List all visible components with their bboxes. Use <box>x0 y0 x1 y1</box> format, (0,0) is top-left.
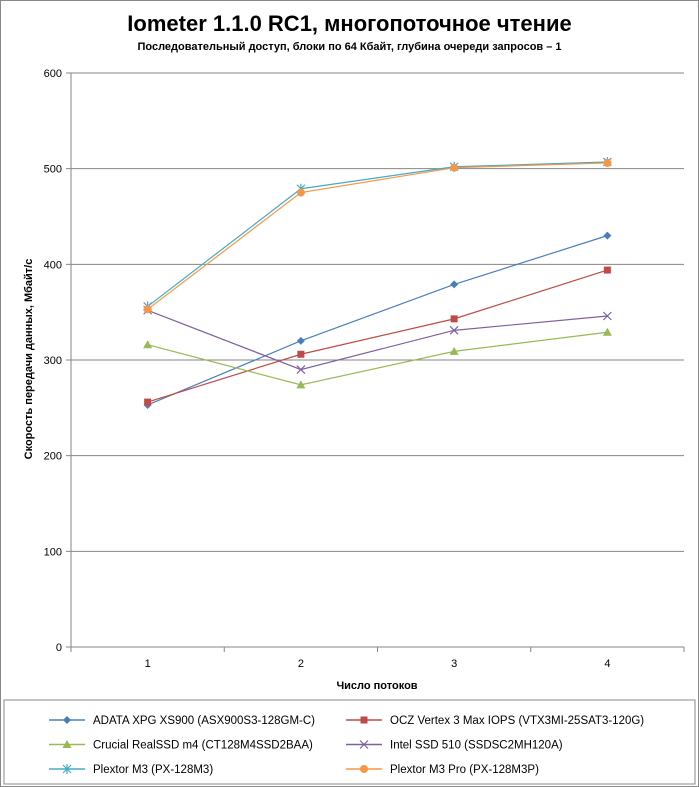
circle-marker <box>450 163 459 172</box>
diamond-marker <box>296 336 305 345</box>
series-line <box>147 162 608 310</box>
square-marker <box>144 398 152 406</box>
diamond-marker <box>63 716 71 724</box>
y-tick-label: 200 <box>44 451 62 463</box>
legend-item: Intel SSD 510 (SSDSC2MH120A) <box>346 740 563 752</box>
y-tick-label: 400 <box>44 259 62 271</box>
triangle-marker <box>449 346 459 355</box>
y-axis-label: Скорость передачи данных, Мбайт/с <box>23 259 35 460</box>
y-tick-label: 300 <box>44 355 62 367</box>
x-tick-label: 1 <box>145 658 151 670</box>
series-line <box>147 309 608 371</box>
legend-label: ADATA XPG XS900 (ASX900S3-128GM-C) <box>93 715 315 727</box>
diamond-marker <box>603 231 612 240</box>
triangle-marker <box>296 380 306 389</box>
circle-marker <box>603 158 612 167</box>
series-3 <box>143 305 612 374</box>
chart-title: Iometer 1.1.0 RC1, многопоточное чтение <box>127 11 572 36</box>
legend-label: OCZ Vertex 3 Max IOPS (VTX3MI-25SAT3-120… <box>390 715 644 727</box>
legend-item: Crucial RealSSD m4 (CT128M4SSD2BAA) <box>49 740 313 752</box>
legend-item: OCZ Vertex 3 Max IOPS (VTX3MI-25SAT3-120… <box>346 715 644 727</box>
square-marker <box>603 266 611 274</box>
legend-box <box>3 699 696 785</box>
legend-item: Plextor M3 Pro (PX-128M3P) <box>346 764 539 776</box>
series-line <box>147 269 608 403</box>
square-marker <box>360 716 368 724</box>
triangle-marker <box>143 340 153 349</box>
star-marker <box>62 764 72 774</box>
x-axis-label: Число потоков <box>336 680 417 692</box>
circle-marker <box>143 305 152 314</box>
x-tick-label: 2 <box>298 658 304 670</box>
y-tick-label: 0 <box>56 642 62 654</box>
x-marker <box>602 311 612 321</box>
x-tick-label: 3 <box>451 658 457 670</box>
square-marker <box>297 350 305 358</box>
legend-label: Crucial RealSSD m4 (CT128M4SSD2BAA) <box>93 740 313 752</box>
y-tick-label: 500 <box>44 164 62 176</box>
x-tick-label: 4 <box>604 658 610 670</box>
diamond-marker <box>450 280 459 289</box>
series-2 <box>143 327 612 389</box>
series-line <box>147 161 608 307</box>
triangle-marker <box>62 740 72 748</box>
series-5 <box>143 158 612 314</box>
legend-label: Plextor M3 (PX-128M3) <box>93 764 213 776</box>
y-tick-label: 100 <box>44 546 62 558</box>
x-marker <box>359 740 369 749</box>
legend-label: Intel SSD 510 (SSDSC2MH120A) <box>390 740 563 752</box>
legend-label: Plextor M3 Pro (PX-128M3P) <box>390 764 539 776</box>
series-1 <box>144 266 611 406</box>
triangle-marker <box>602 327 612 336</box>
circle-marker <box>296 188 305 197</box>
x-marker <box>449 325 459 335</box>
legend-item: ADATA XPG XS900 (ASX900S3-128GM-C) <box>49 715 315 727</box>
x-marker <box>296 365 306 374</box>
square-marker <box>450 315 458 323</box>
chart-subtitle: Последовательный доступ, блоки по 64 Кба… <box>137 41 562 53</box>
series-line <box>147 235 608 406</box>
circle-marker <box>360 765 368 773</box>
y-tick-label: 600 <box>44 68 62 80</box>
legend-item: Plextor M3 (PX-128M3) <box>49 764 213 776</box>
series-line <box>147 331 608 386</box>
